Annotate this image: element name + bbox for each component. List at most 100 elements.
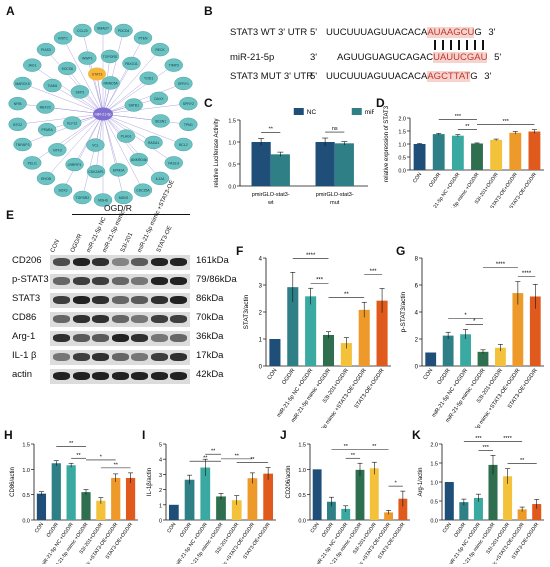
y-tick-label: 0: [159, 519, 162, 525]
gene-node-label: JAG1: [28, 64, 37, 68]
molecular-weight-label: 161kDa: [196, 255, 229, 266]
blot-band: [150, 334, 168, 342]
protein-label: CD86: [12, 312, 37, 323]
blot-band: [150, 277, 168, 285]
legend-label: NC: [307, 109, 317, 116]
protein-label: p-STAT3: [12, 274, 49, 285]
bar: [263, 473, 274, 520]
chart-luciferase: 0.0 0.5 1.0 1.5 relative Luciferase Activity…: [214, 108, 374, 206]
y-tick-label: 1: [259, 338, 263, 344]
seq-label: STAT3 MUT 3' UTR: [230, 71, 314, 82]
significance-label: **: [114, 462, 119, 468]
gene-node-label: KLF12: [67, 121, 77, 125]
gene-node-label: CDK2AP1: [88, 170, 104, 174]
blot-band: [131, 334, 148, 342]
blot-band: [150, 315, 168, 323]
x-tick-label: OGD/R: [281, 368, 296, 386]
gene-node-label: PELI1: [28, 161, 37, 165]
edge-line: [17, 113, 104, 125]
gene-node: [43, 78, 62, 93]
bar: [269, 339, 281, 366]
edge-line: [102, 37, 144, 115]
y-axis-label: p-STAT3/actin: [400, 291, 407, 332]
blot-band: [92, 277, 109, 285]
gene-node-label: TGFBR2: [76, 196, 89, 200]
chart-stat3-expression: 0.0 0.5 1.0 1.5 2.0 relative expression of ST…: [384, 105, 544, 208]
blot-band: [170, 334, 187, 342]
y-tick-label: 2: [159, 488, 162, 494]
y-tick-label: 4: [259, 257, 263, 263]
bar: [413, 144, 426, 170]
panel-label-c: C: [204, 96, 213, 110]
significance-label: **: [344, 292, 349, 298]
gene-node: [53, 31, 73, 45]
y-tick-label: 0: [259, 365, 263, 371]
gene-node: [13, 76, 32, 91]
x-tick-label: CON: [34, 521, 46, 534]
gene-node: [36, 100, 55, 114]
x-tick-label: CON: [442, 521, 454, 534]
protein-label: IL-1 β: [12, 350, 37, 361]
edge-line: [102, 64, 174, 115]
x-tick-label: CON: [422, 368, 434, 381]
bar: [444, 482, 454, 520]
blot-band: [53, 315, 70, 323]
significance-label: **: [269, 126, 274, 132]
legend-label: miR-21-5p: [365, 109, 374, 116]
y-tick-label: 1.0: [430, 481, 438, 487]
panel-label-j: J: [280, 428, 287, 442]
bar: [66, 465, 76, 520]
bar: [200, 467, 211, 520]
y-tick-label: 1: [159, 503, 162, 509]
bar: [305, 296, 317, 366]
mirna-center-label: miR-21-5p: [95, 113, 112, 117]
gene-node-label: PPARA: [42, 128, 54, 132]
gene-node: [53, 183, 73, 197]
seq-prime: 5': [310, 27, 318, 38]
gene-node: [78, 51, 97, 65]
gene-node: [122, 56, 141, 71]
blot-band: [170, 315, 187, 323]
gene-node-label: SOX2: [59, 189, 68, 193]
edge-line: [102, 113, 161, 179]
edge-line: [45, 49, 104, 115]
y-tick-label: 1.5: [228, 119, 236, 125]
base-pair-lines: [434, 40, 484, 50]
gene-node-label: IL12A: [156, 177, 166, 181]
gene-node-label: TIMP3: [169, 64, 179, 68]
blot-band: [170, 258, 187, 266]
bar: [398, 498, 408, 520]
edge-line: [57, 113, 104, 151]
blot-band: [131, 296, 148, 304]
gene-node: [65, 157, 84, 172]
stat3-node: [88, 67, 106, 81]
ogdr-bracket: [72, 214, 190, 215]
y-tick-label: 0.5: [22, 493, 30, 499]
bar: [36, 493, 47, 520]
gene-node: [101, 76, 120, 90]
y-axis-label: relative Luciferase Activity: [214, 118, 220, 187]
edge-line: [102, 77, 149, 115]
y-tick-label: 0.5: [430, 500, 438, 506]
lane-label: CON: [50, 238, 62, 254]
x-tick-label: STAT3-OE+OGD/R: [511, 521, 541, 560]
panel-label-d: D: [376, 96, 385, 110]
seq-prime: 3': [481, 71, 492, 82]
gene-node-label: LRRFIP1: [68, 163, 82, 167]
significance-label: **: [520, 458, 525, 464]
blot-band: [53, 334, 70, 342]
gene-node-label: PTEN: [138, 36, 148, 40]
blot-band: [150, 296, 168, 304]
x-tick-label: STAT3-OE+OGD/R: [377, 521, 407, 560]
blot-band: [92, 334, 109, 342]
edge-line: [62, 37, 104, 115]
seq-bases: AGUUGUAGUCAGAC: [337, 52, 434, 63]
y-tick-label: 0.5: [228, 163, 236, 169]
bar: [459, 502, 469, 520]
legend-swatch: [293, 108, 304, 115]
protein-label: Arg-1: [12, 331, 36, 342]
y-tick-label: 0.0: [398, 169, 406, 175]
blot-band: [53, 372, 70, 380]
gene-node: [70, 85, 90, 99]
gene-node: [133, 31, 153, 45]
